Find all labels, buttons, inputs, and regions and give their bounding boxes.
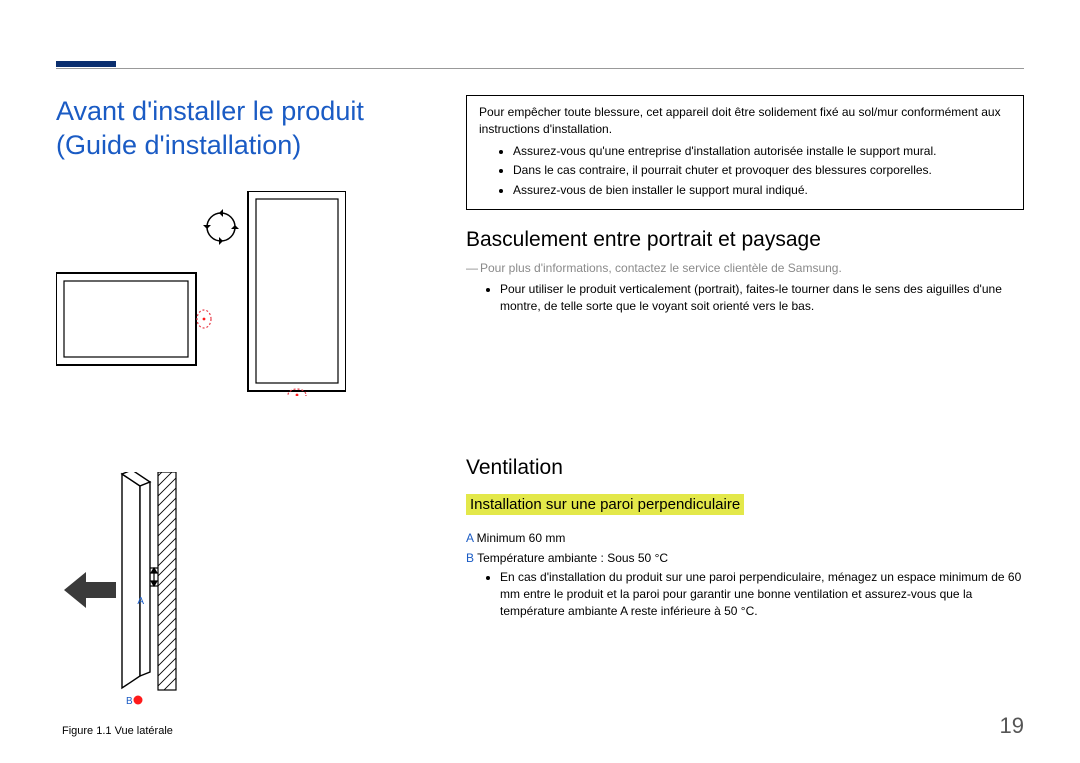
warning-intro: Pour empêcher toute blessure, cet appare… (479, 104, 1011, 139)
spec-b: B Température ambiante : Sous 50 °C (466, 551, 1024, 565)
ventilation-heading: Ventilation (466, 456, 1024, 480)
orientation-illustration (56, 191, 346, 396)
ventilation-subheading: Installation sur une paroi perpendiculai… (466, 494, 744, 515)
spec-b-text: Température ambiante : Sous 50 °C (474, 551, 668, 565)
right-column: Pour empêcher toute blessure, cet appare… (466, 95, 1024, 717)
warning-box: Pour empêcher toute blessure, cet appare… (466, 95, 1024, 210)
orientation-note: Pour plus d'informations, contactez le s… (466, 260, 1024, 277)
orientation-bullets: Pour utiliser le produit verticalement (… (466, 281, 1024, 316)
accent-bar (56, 61, 116, 67)
page-top-rule (56, 68, 1024, 69)
page-content: Avant d'installer le produit (Guide d'in… (56, 95, 1024, 717)
list-item: Assurez-vous de bien installer le suppor… (513, 182, 1011, 199)
page-number: 19 (1000, 713, 1024, 739)
left-column: Avant d'installer le produit (Guide d'in… (56, 95, 426, 717)
ventilation-illustration: A B Figure 1.1 Vue latérale (62, 472, 242, 717)
ventilation-bullets: En cas d'installation du produit sur une… (466, 569, 1024, 621)
list-item: Pour utiliser le produit verticalement (… (500, 281, 1024, 316)
spec-a-text: Minimum 60 mm (473, 531, 565, 545)
orientation-heading: Basculement entre portrait et paysage (466, 228, 1024, 252)
figure-caption: Figure 1.1 Vue latérale (62, 725, 242, 737)
spec-b-letter: B (466, 551, 474, 565)
label-a: A (137, 596, 144, 607)
spec-a: A Minimum 60 mm (466, 531, 1024, 545)
list-item: Dans le cas contraire, il pourrait chute… (513, 162, 1011, 179)
label-b: B (126, 696, 133, 707)
list-item: En cas d'installation du produit sur une… (500, 569, 1024, 621)
warning-bullets: Assurez-vous qu'une entreprise d'install… (479, 143, 1011, 199)
list-item: Assurez-vous qu'une entreprise d'install… (513, 143, 1011, 160)
page-title: Avant d'installer le produit (Guide d'in… (56, 95, 426, 163)
